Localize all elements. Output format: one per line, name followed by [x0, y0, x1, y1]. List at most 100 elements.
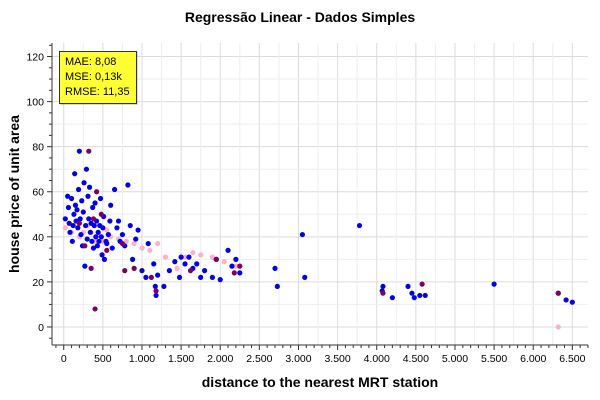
data-point	[68, 195, 75, 202]
data-point	[187, 268, 194, 274]
data-point	[201, 268, 208, 274]
data-point	[104, 227, 110, 233]
x-tick-label: 2.000	[207, 353, 233, 365]
data-point	[82, 243, 88, 249]
data-point	[119, 231, 126, 238]
metrics-box: MAE: 8,08 MSE: 0,13k RMSE: 11,35	[59, 51, 137, 104]
data-point	[104, 240, 110, 247]
data-point	[237, 263, 243, 269]
x-axis-label: distance to the nearest MRT station	[201, 374, 439, 390]
data-point	[76, 186, 82, 193]
y-tick-label: 20	[32, 277, 44, 289]
y-axis-label: house price of unit area	[6, 115, 22, 273]
data-point	[274, 283, 280, 290]
data-point	[114, 225, 120, 231]
data-point	[209, 254, 216, 260]
data-point	[555, 324, 561, 330]
x-tick-label: 5.500	[481, 353, 507, 365]
data-point	[92, 306, 98, 312]
x-tick-label: 3.500	[324, 353, 350, 365]
x-tick-label: 0	[61, 353, 67, 365]
data-point	[83, 222, 89, 229]
data-point	[93, 234, 99, 240]
data-point	[145, 240, 151, 247]
data-point	[131, 265, 137, 271]
data-point	[62, 225, 68, 231]
data-point	[65, 204, 72, 211]
x-tick-label: 1.000	[129, 353, 155, 365]
data-point	[83, 166, 90, 172]
data-point	[569, 299, 575, 305]
data-point	[178, 254, 184, 260]
data-point	[182, 261, 188, 267]
data-point	[89, 238, 95, 244]
data-point	[225, 247, 231, 253]
data-point	[72, 171, 78, 177]
x-tick-label: 4.500	[403, 353, 429, 365]
y-tick-label: 120	[26, 52, 44, 64]
data-point	[419, 281, 425, 287]
data-point	[166, 268, 172, 274]
data-point	[92, 200, 98, 206]
y-tick-label: 80	[32, 142, 44, 154]
data-point	[233, 263, 239, 269]
data-point	[139, 245, 145, 251]
data-point	[198, 274, 204, 280]
x-tick-label: 4.000	[364, 353, 390, 365]
data-point	[125, 182, 131, 188]
y-axis-label-wrap: house price of unit area	[3, 43, 25, 345]
data-point	[81, 180, 87, 186]
data-point	[86, 216, 92, 222]
data-point	[411, 295, 417, 301]
data-point	[84, 236, 90, 242]
data-point	[123, 238, 129, 244]
data-point	[71, 211, 77, 217]
data-point	[237, 270, 243, 276]
data-point	[98, 211, 104, 217]
data-point	[115, 218, 122, 224]
data-point	[380, 290, 386, 296]
data-point	[129, 256, 136, 262]
data-point	[62, 216, 68, 222]
data-point	[161, 283, 167, 290]
chart-title: Regressão Linear - Dados Simples	[184, 9, 416, 25]
data-point	[119, 240, 126, 247]
x-tick-label: 1.500	[168, 353, 194, 365]
data-point	[299, 231, 305, 238]
data-point	[563, 297, 569, 303]
data-point	[176, 274, 183, 280]
data-point	[233, 256, 239, 262]
data-point	[80, 209, 86, 215]
data-point	[79, 198, 85, 204]
data-point	[101, 256, 108, 262]
data-point	[75, 225, 81, 231]
data-point	[417, 292, 423, 299]
mae-label: MAE: 8,08	[65, 56, 117, 68]
data-point	[95, 229, 101, 235]
data-point	[108, 202, 114, 208]
x-tick-label: 5.000	[442, 353, 468, 365]
data-point	[70, 222, 76, 229]
data-point	[143, 274, 149, 280]
data-point	[182, 254, 188, 260]
data-point	[105, 231, 111, 238]
data-point	[356, 222, 363, 229]
data-point	[127, 222, 133, 229]
data-point	[94, 243, 100, 249]
data-point	[104, 247, 110, 253]
data-point	[153, 288, 159, 294]
x-tick-label: 500	[94, 353, 112, 365]
data-point	[109, 245, 115, 251]
data-point	[66, 220, 72, 226]
data-point	[555, 290, 561, 296]
data-point	[272, 265, 278, 271]
data-point	[86, 148, 92, 154]
data-point	[152, 283, 158, 290]
data-point	[91, 222, 97, 229]
data-point	[76, 148, 82, 154]
data-point	[133, 236, 139, 242]
data-point	[190, 249, 196, 256]
x-tick-label: 2.500	[246, 353, 272, 365]
data-point	[87, 229, 93, 235]
data-point	[186, 254, 192, 260]
